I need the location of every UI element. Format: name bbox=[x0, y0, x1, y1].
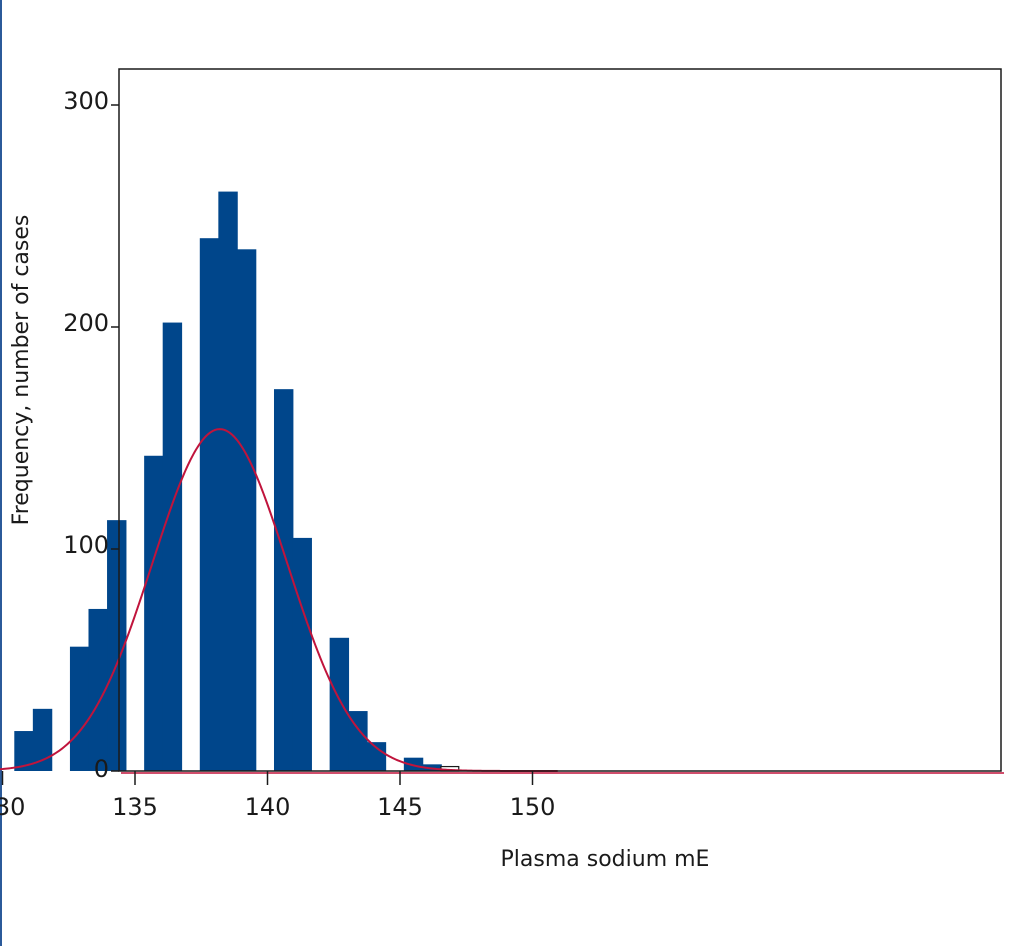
bar-10 bbox=[32, 708, 53, 771]
x-axis-label: Plasma sodium mE bbox=[501, 847, 710, 872]
y-tick-label-0: 0 bbox=[94, 755, 109, 783]
bar-21 bbox=[329, 637, 350, 771]
y-axis-label: Frequency, number of cases bbox=[9, 215, 34, 526]
bar-9 bbox=[14, 731, 34, 771]
bar-23 bbox=[366, 742, 387, 771]
bar-14 bbox=[144, 455, 164, 771]
bar-19 bbox=[273, 389, 294, 771]
page-left-border bbox=[0, 0, 2, 946]
y-tick-label-3: 300 bbox=[63, 87, 109, 115]
bar-12 bbox=[88, 608, 108, 771]
y-tick-label-1: 100 bbox=[63, 531, 109, 559]
y-tick-label-2: 200 bbox=[63, 309, 109, 337]
y-axis: 0 100 200 300 bbox=[63, 87, 119, 783]
bar-22 bbox=[348, 711, 368, 771]
bar-17 bbox=[218, 191, 238, 771]
normal-curve bbox=[0, 428, 558, 772]
x-tick-label-3: 135 bbox=[112, 793, 158, 821]
bar-13 bbox=[107, 520, 127, 771]
bar-16 bbox=[199, 238, 220, 771]
x-tick-label-5: 145 bbox=[377, 793, 423, 821]
x-tick-label-4: 140 bbox=[245, 793, 291, 821]
bar-11 bbox=[69, 646, 90, 771]
x-tick-label-6: 150 bbox=[510, 793, 556, 821]
bar-24 bbox=[403, 757, 424, 771]
x-tick-label-2: 130 bbox=[0, 793, 25, 821]
bars-group bbox=[14, 191, 460, 772]
bar-20 bbox=[292, 537, 312, 771]
bar-15 bbox=[162, 322, 183, 771]
x-axis: 120125130135140145150 bbox=[0, 771, 555, 821]
bar-18 bbox=[236, 249, 257, 772]
plot-frame bbox=[118, 68, 1002, 772]
